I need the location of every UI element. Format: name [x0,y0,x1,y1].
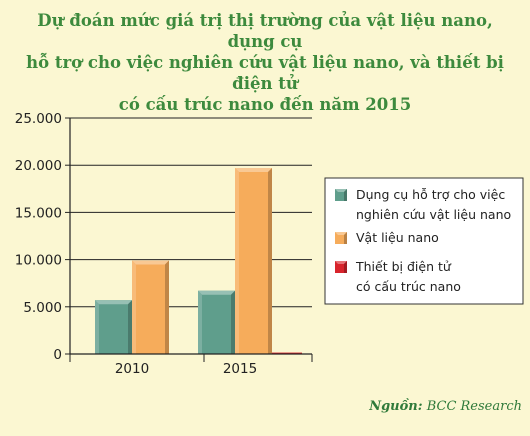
legend-swatch-bevel [335,261,347,264]
axes: 25.000 20.000 15.000 10.000 5.000 0 2010 2015 [15,111,313,377]
bar-bevel-left [132,260,136,354]
legend-swatch-bevel [335,189,347,192]
legend: Dụng cụ hỗ trợ cho việc nghiên cứu vật li… [324,177,524,305]
bar-bevel-top [132,260,169,265]
legend-swatch [335,189,347,201]
source-name: BCC Research [426,399,522,414]
bar-bevel-left [198,290,202,354]
bar-bevel-right [268,168,272,354]
legend-swatch-shade [344,189,347,201]
legend-label: Vật liệu nano [356,230,439,245]
source-note: Nguồn: BCC Research [369,399,522,414]
bars [95,168,302,354]
grid-lines [70,117,312,308]
chart-title-line-3: có cấu trúc nano đến năm 2015 [118,95,412,114]
source-label: Nguồn: [369,399,423,414]
bar-0-0 [95,300,132,354]
bar [198,290,235,354]
y-tick-label: 15.000 [15,205,62,221]
bar-bevel-top [198,290,235,295]
y-tick-label: 25.000 [15,111,62,127]
bar-1-0 [198,290,235,354]
bar-bevel-top [235,168,272,173]
legend-swatch-bevel [335,232,347,235]
bar [132,260,169,354]
bar [272,352,302,354]
legend-label: có cấu trúc nano [356,279,461,294]
bar-bevel-left [95,300,99,354]
x-tick-label: 2015 [223,361,257,377]
y-tick-label: 5.000 [23,300,62,316]
y-tick-label: 0 [53,347,62,363]
legend-label: nghiên cứu vật liệu nano [356,207,511,222]
chart-title: Dự đoán mức giá trị thị trường của vật l… [20,10,510,115]
y-tick-label: 20.000 [15,158,62,174]
legend-swatch [335,261,347,273]
legend-label: Dụng cụ hỗ trợ cho việc [356,187,505,202]
bar-bevel-right [231,290,235,354]
bar-bevel-right [165,260,169,354]
legend-swatch-shade [344,232,347,244]
bar-bevel-top [95,300,132,305]
y-tick-label: 10.000 [15,253,62,269]
legend-swatch [335,232,347,244]
legend-swatch-shade [344,261,347,273]
bar-bevel-right [128,300,132,354]
bar [235,168,272,354]
bar [95,300,132,354]
bar-1-2 [272,352,302,354]
chart-title-line-1: Dự đoán mức giá trị thị trường của vật l… [37,11,493,51]
chart-title-line-2: hỗ trợ cho việc nghiên cứu vật liệu nano… [26,53,504,93]
bar-bevel-left [235,168,239,354]
bar-0-1 [132,260,169,354]
legend-box [324,177,524,305]
bar-1-1 [235,168,272,354]
legend-label: Thiết bị điện tử [355,259,452,274]
x-tick-label: 2010 [115,361,149,377]
